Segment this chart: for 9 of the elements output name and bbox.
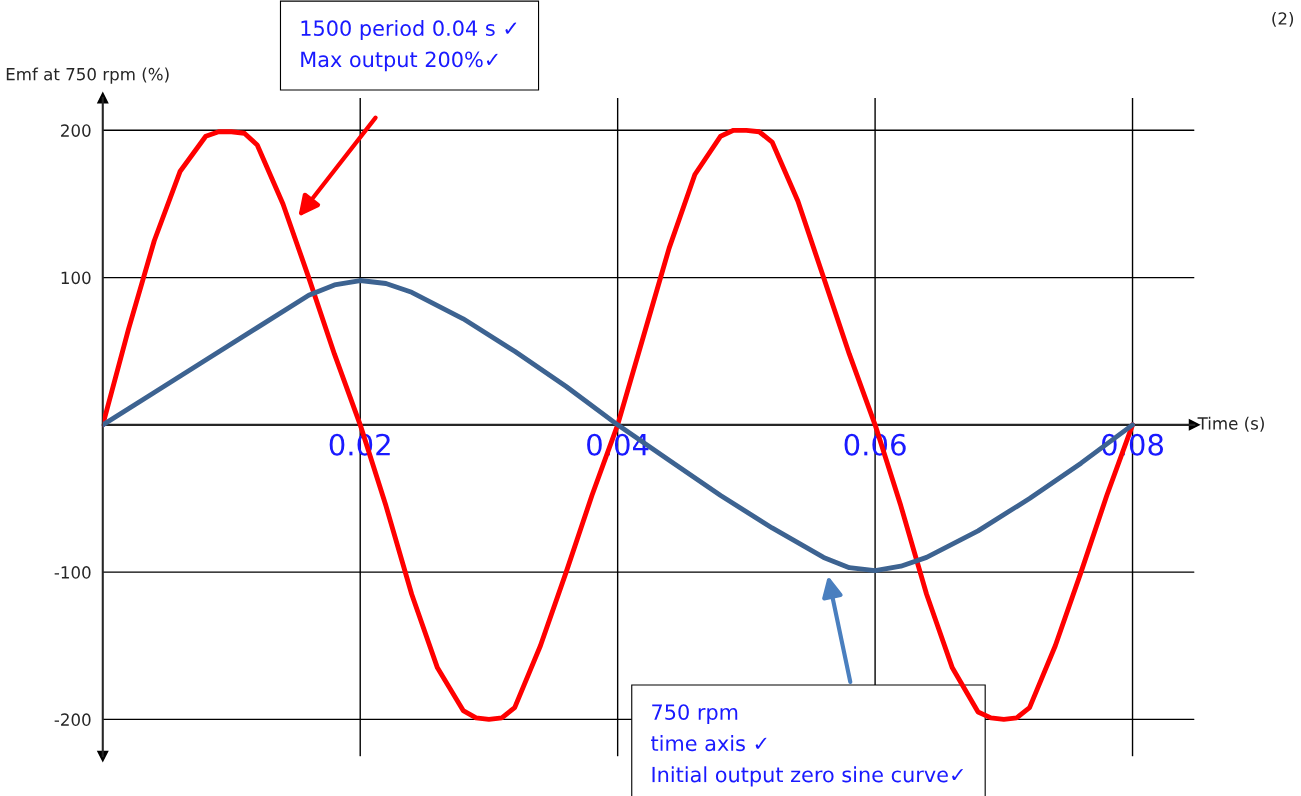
y-tick-label: 200: [61, 124, 91, 137]
text: (2): [1272, 11, 1294, 27]
y-axis-title: Emf at 750 rpm (%): [6, 67, 169, 84]
y-tick-label: -200: [54, 713, 91, 726]
text: 1500 period 0.04 s ✓ Max output 200%✓: [301, 19, 517, 72]
y-tick-label: 100: [61, 271, 91, 285]
annotation: 750 rpm time axis ✓ Initial output zero sine curve✓: [651, 704, 963, 787]
x-axis-title: Time (s): [1197, 416, 1264, 432]
y-tick-label: -100: [54, 566, 91, 579]
